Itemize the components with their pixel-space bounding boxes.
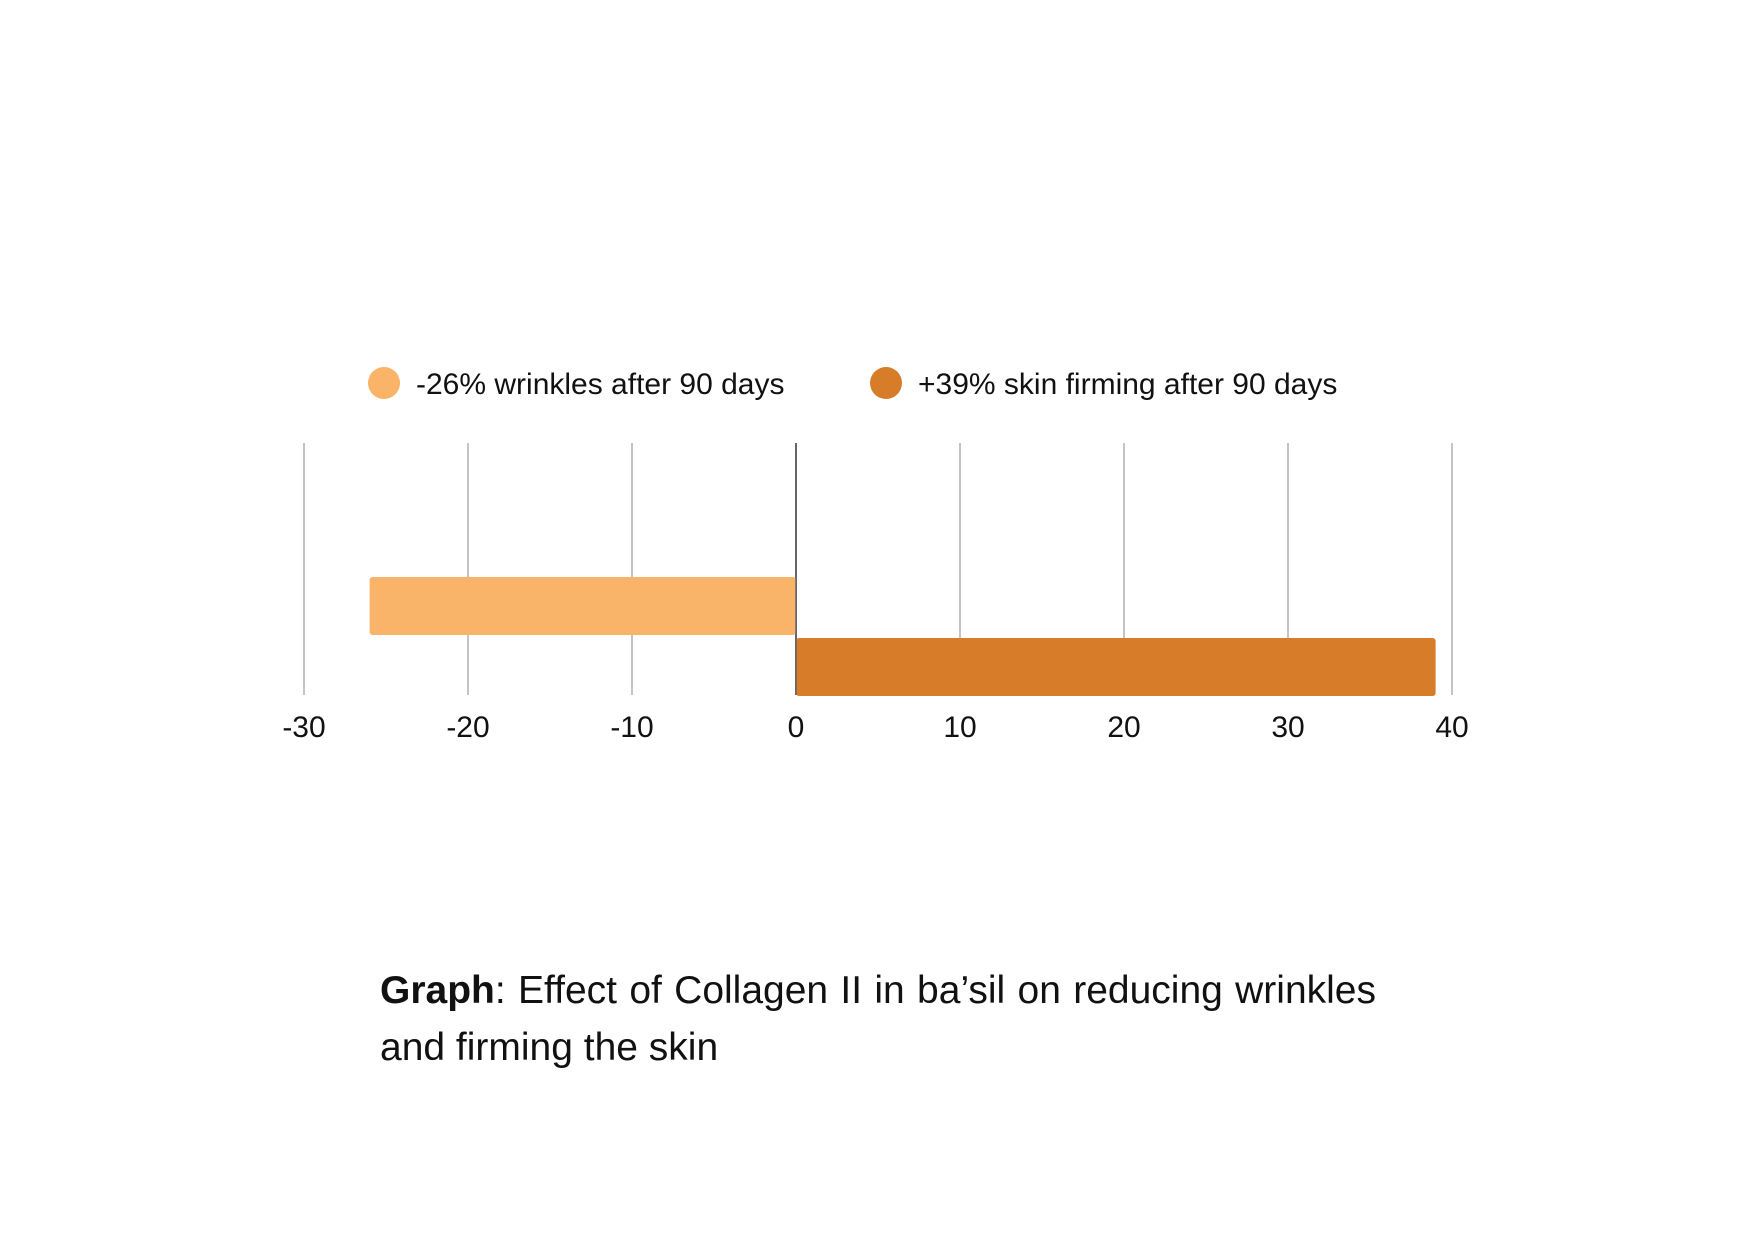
legend: -26% wrinkles after 90 days +39% skin fir… [368,367,1337,401]
x-tick-label: -30 [282,711,325,744]
caption-separator: : [494,969,506,1012]
x-axis: -30 -20 -10 0 10 20 30 40 [282,711,1468,744]
x-tick-label: 10 [943,711,976,744]
caption-label: Graph [380,969,495,1012]
legend-label: -26% wrinkles after 90 days [416,368,785,401]
x-tick-label: 40 [1435,711,1468,744]
caption-text: Effect of Collagen II in ba’sil on reduc… [380,969,1376,1069]
x-tick-label: 20 [1107,711,1140,744]
graph-caption: Graph: Effect of Collagen II in ba’sil o… [380,962,1376,1076]
x-tick-label: -20 [446,711,489,744]
x-tick-label: -10 [610,711,653,744]
bars [369,443,1436,696]
x-tick-label: 30 [1271,711,1304,744]
chart: -26% wrinkles after 90 days +39% skin fir… [282,367,1469,744]
legend-marker [870,367,902,399]
bar [796,638,1436,696]
bar-chart-svg: -26% wrinkles after 90 days +39% skin fir… [282,367,1469,744]
legend-marker [368,367,400,399]
legend-label: +39% skin firming after 90 days [918,368,1337,401]
x-tick-label: 0 [788,711,805,744]
bar [369,577,796,635]
